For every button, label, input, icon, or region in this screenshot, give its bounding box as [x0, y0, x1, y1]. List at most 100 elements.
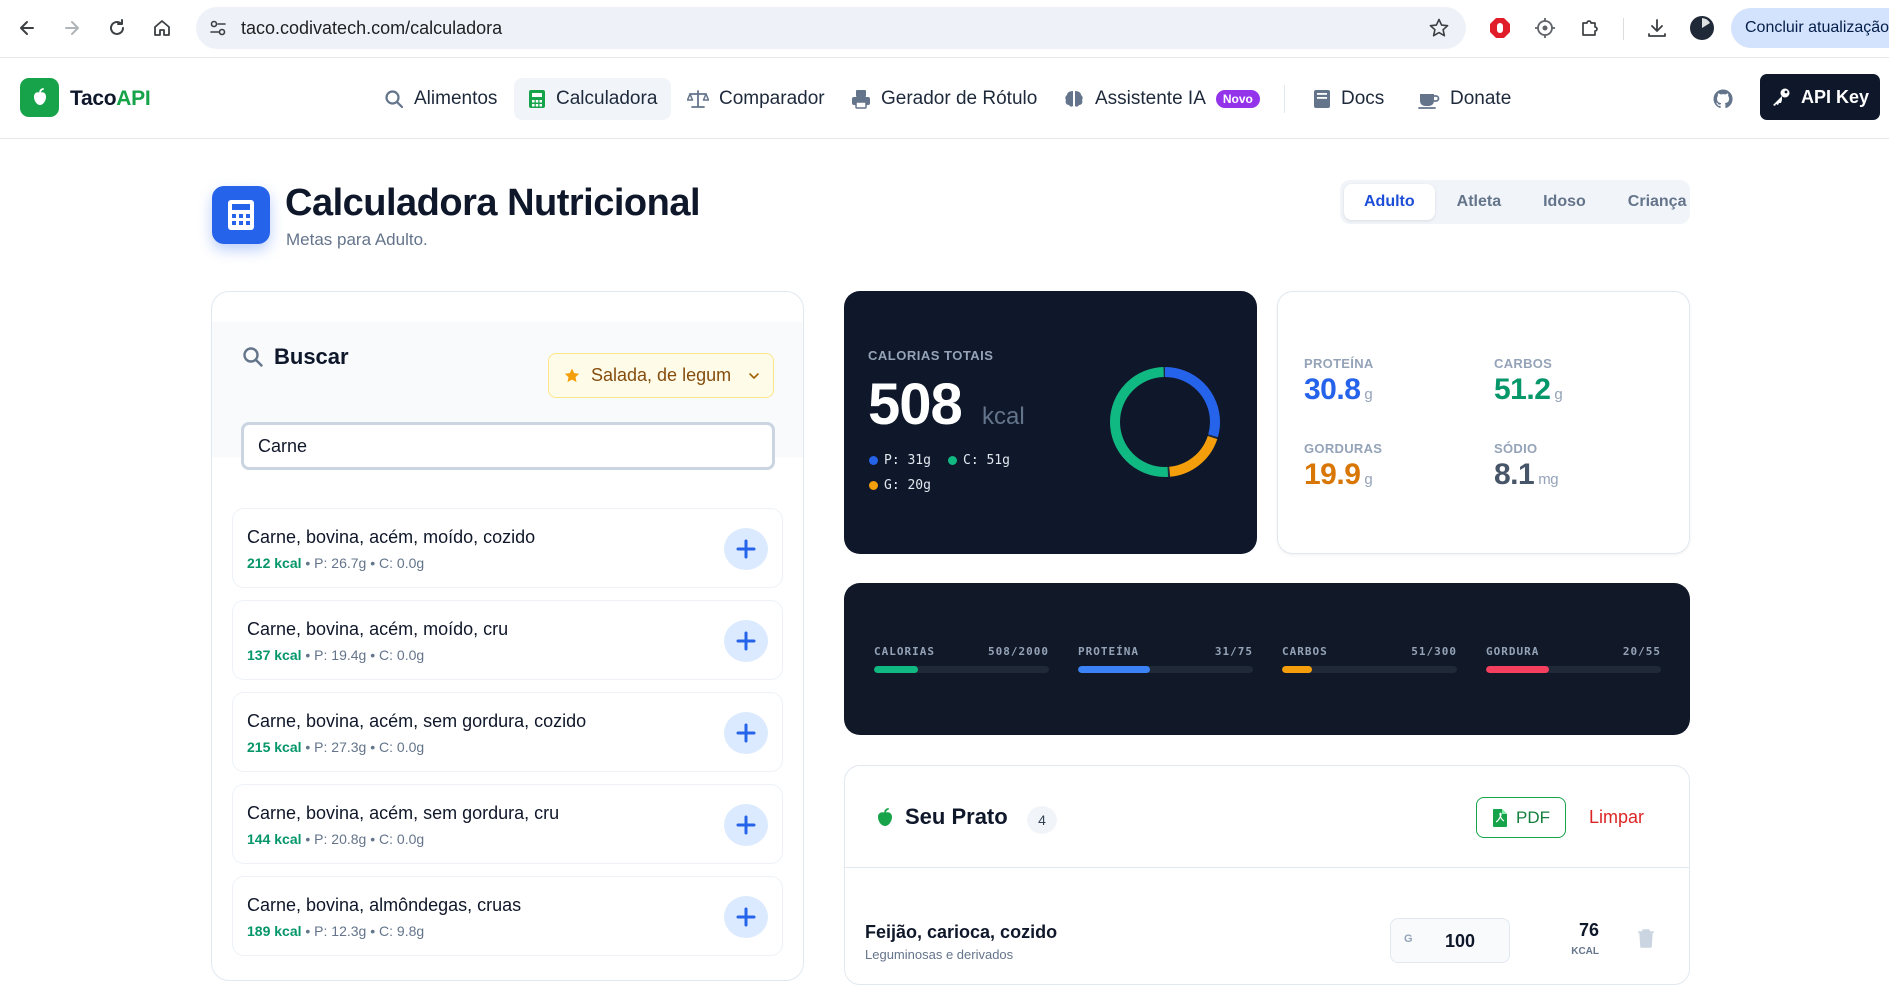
list-item[interactable]: Carne, bovina, acém, sem gordura, cozido… — [232, 692, 783, 772]
trash-icon[interactable] — [1637, 928, 1655, 948]
add-food-button[interactable] — [724, 712, 768, 754]
site-info-icon[interactable] — [208, 18, 228, 38]
grams-stepper[interactable]: G — [1390, 918, 1510, 963]
github-icon[interactable] — [1712, 88, 1734, 110]
nav-assistente-ia[interactable]: Assistente IA Novo — [1063, 78, 1260, 120]
list-item[interactable]: Carne, bovina, acém, moído, cozido 212 k… — [232, 508, 783, 588]
nav-calculadora-label: Calculadora — [556, 88, 658, 109]
calculator-icon — [212, 186, 270, 244]
food-meta: 137 kcal • P: 19.4g • C: 0.0g — [247, 647, 424, 663]
grams-unit-label: G — [1404, 933, 1413, 945]
search-input[interactable] — [241, 422, 775, 470]
profile-avatar[interactable] — [1688, 14, 1716, 42]
nav-gerador-rotulo[interactable]: Gerador de Rótulo — [851, 78, 1037, 120]
plate-card: Seu Prato 4 PDF Limpar Feijão, carioca, … — [844, 765, 1690, 985]
search-header: Buscar Salada, de legum — [212, 322, 803, 470]
nav-alimentos[interactable]: Alimentos — [384, 78, 497, 120]
bookmark-star-icon[interactable] — [1428, 17, 1450, 39]
page-subtitle: Metas para Adulto. — [286, 230, 428, 249]
add-food-button[interactable] — [724, 804, 768, 846]
toolbar-divider — [1623, 18, 1624, 40]
plate-item-category: Leguminosas e derivados — [865, 947, 1014, 962]
progress-fill — [1282, 666, 1312, 673]
carbs-value: 51.2 — [1494, 373, 1551, 406]
arrow-left-icon — [20, 21, 34, 35]
api-key-button[interactable]: API Key — [1760, 74, 1880, 120]
goal-carbs: CARBOS 51/300 — [1282, 645, 1457, 673]
protein-label: PROTEÍNA — [1304, 356, 1374, 371]
goal-value: 508/2000 — [988, 645, 1049, 658]
category-filter-dropdown[interactable]: Salada, de legum — [548, 353, 774, 398]
nav-calculadora[interactable]: Calculadora — [514, 78, 672, 120]
list-item[interactable]: Carne, bovina, almôndegas, cruas 189 kca… — [232, 876, 783, 956]
progress-fill — [874, 666, 919, 673]
total-calories-value: 508 — [868, 372, 963, 437]
food-kcal: 189 kcal — [247, 923, 302, 939]
nav-assistente-ia-label: Assistente IA — [1095, 88, 1206, 109]
finish-update-button[interactable]: Concluir atualização — [1731, 8, 1889, 48]
reload-button[interactable] — [102, 13, 132, 43]
back-button[interactable] — [12, 13, 42, 43]
extensions-puzzle-icon[interactable] — [1576, 14, 1604, 42]
app-header: TacoAPI Alimentos Calculadora Comparador… — [0, 58, 1889, 139]
food-kcal: 144 kcal — [247, 831, 302, 847]
list-item[interactable]: Carne, bovina, acém, sem gordura, cru 14… — [232, 784, 783, 864]
add-food-button[interactable] — [724, 620, 768, 662]
apple-logo-icon[interactable] — [20, 78, 59, 117]
url-text[interactable]: taco.codivatech.com/calculadora — [241, 18, 503, 38]
export-pdf-button[interactable]: PDF — [1476, 797, 1566, 838]
home-button[interactable] — [147, 13, 177, 43]
total-calories-unit: kcal — [982, 403, 1025, 430]
tab-atleta[interactable]: Atleta — [1456, 193, 1502, 210]
label-printer-icon — [852, 90, 870, 109]
adblock-extension-icon[interactable] — [1486, 14, 1514, 42]
search-title: Buscar — [242, 344, 349, 370]
apple-icon — [878, 808, 892, 826]
sodium-label: SÓDIO — [1494, 441, 1538, 456]
address-bar[interactable]: taco.codivatech.com/calculadora — [196, 7, 1466, 49]
nav-comparador[interactable]: Comparador — [687, 78, 825, 120]
food-macros: • P: 27.3g • C: 0.0g — [301, 739, 425, 755]
carbs-unit: g — [1554, 386, 1563, 403]
tab-crianca[interactable]: Criança — [1627, 193, 1687, 210]
progress-track — [1078, 666, 1253, 673]
brand-name[interactable]: TacoAPI — [70, 87, 151, 111]
page-title: Calculadora Nutricional — [285, 182, 701, 224]
settings-extension-icon[interactable] — [1531, 14, 1559, 42]
forward-button[interactable] — [57, 13, 87, 43]
list-item[interactable]: Carne, bovina, acém, moído, cru 137 kcal… — [232, 600, 783, 680]
legend-carbs: C: 51g — [948, 453, 1010, 468]
nav-donate-label: Donate — [1450, 88, 1512, 109]
pdf-file-icon — [1493, 808, 1507, 827]
nav-docs[interactable]: Docs — [1313, 78, 1384, 120]
calculator-icon — [529, 90, 545, 108]
brand-name-part2: API — [116, 87, 151, 110]
plus-icon — [736, 907, 756, 927]
tab-adulto[interactable]: Adulto — [1344, 184, 1435, 220]
progress-track — [1282, 666, 1457, 673]
goal-value: 20/55 — [1622, 645, 1661, 658]
scale-icon — [687, 90, 709, 108]
add-food-button[interactable] — [724, 528, 768, 570]
goal-calories: CALORIAS 508/2000 — [874, 645, 1049, 673]
plus-icon — [736, 723, 756, 743]
grams-input[interactable] — [1425, 927, 1495, 955]
nav-alimentos-label: Alimentos — [414, 88, 498, 109]
tab-idoso[interactable]: Idoso — [1543, 193, 1586, 210]
goal-label: GORDURA — [1486, 645, 1540, 658]
protein-stat: PROTEÍNA 30.8 g — [1304, 356, 1374, 407]
download-icon[interactable] — [1643, 14, 1671, 42]
plate-title: Seu Prato — [875, 804, 1008, 830]
goal-label: CARBOS — [1282, 645, 1328, 658]
nav-docs-label: Docs — [1341, 88, 1385, 109]
clear-plate-button[interactable]: Limpar — [1589, 807, 1645, 827]
chevron-down-icon — [749, 372, 759, 379]
plus-icon — [736, 631, 756, 651]
legend-fat: G: 20g — [869, 478, 931, 493]
new-badge: Novo — [1215, 90, 1260, 108]
add-food-button[interactable] — [724, 896, 768, 938]
plate-title-label: Seu Prato — [905, 804, 1008, 829]
reload-icon — [110, 19, 124, 35]
progress-fill — [1486, 666, 1549, 673]
nav-donate[interactable]: Donate — [1418, 78, 1511, 120]
